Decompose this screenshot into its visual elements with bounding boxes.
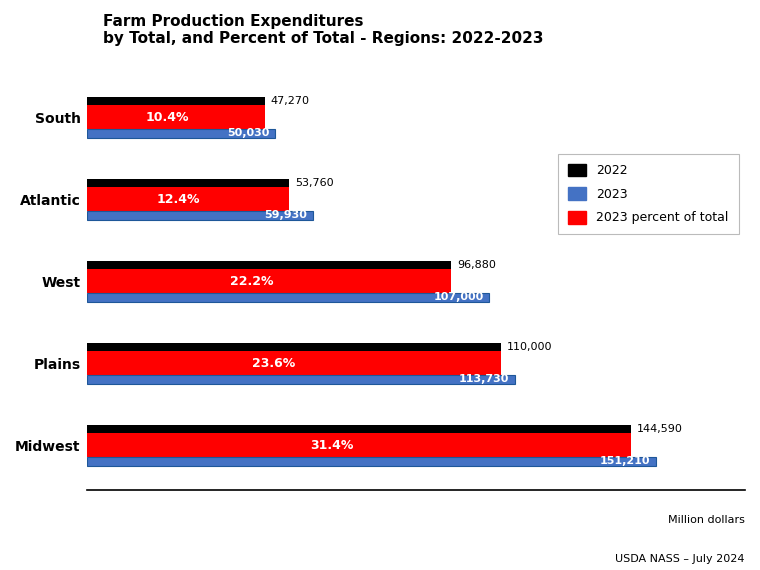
Bar [87,105,265,129]
Bar [87,457,656,466]
Bar [87,425,631,433]
Bar [87,129,275,137]
Bar [87,376,515,384]
Text: 23.6%: 23.6% [252,357,295,369]
Bar [87,187,290,211]
Bar [87,294,489,302]
Bar [87,351,501,376]
Legend: 2022, 2023, 2023 percent of total: 2022, 2023, 2023 percent of total [558,153,739,234]
Text: 10.4%: 10.4% [146,111,189,124]
Text: 107,000: 107,000 [434,292,484,303]
Text: 31.4%: 31.4% [310,438,353,451]
Bar [87,433,631,457]
Text: 113,730: 113,730 [459,374,509,385]
Text: 50,030: 50,030 [227,128,270,139]
Bar [87,343,501,351]
Text: 110,000: 110,000 [506,341,552,352]
Text: 59,930: 59,930 [264,210,307,221]
Bar [87,269,451,294]
Bar [87,260,451,269]
Bar [87,96,265,105]
Text: Million dollars: Million dollars [668,515,745,526]
Text: 144,590: 144,590 [636,424,682,434]
Text: by Total, and Percent of Total - Regions: 2022-2023: by Total, and Percent of Total - Regions… [103,31,543,46]
Bar [87,178,290,187]
Text: 151,210: 151,210 [600,457,650,466]
Text: Farm Production Expenditures: Farm Production Expenditures [103,14,363,29]
Text: 12.4%: 12.4% [157,193,200,206]
Text: 96,880: 96,880 [457,260,496,270]
Text: 53,760: 53,760 [295,178,334,188]
Text: USDA NASS – July 2024: USDA NASS – July 2024 [616,554,745,564]
Text: 47,270: 47,270 [271,96,309,105]
Bar [87,211,312,219]
Text: 22.2%: 22.2% [230,275,273,288]
